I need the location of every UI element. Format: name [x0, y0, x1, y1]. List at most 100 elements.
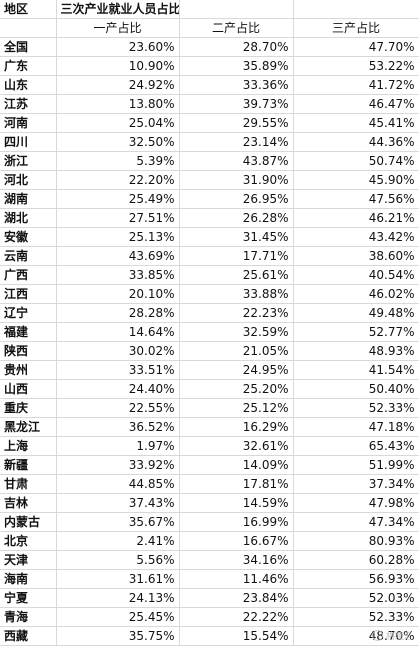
- region-cell: 福建: [0, 322, 57, 342]
- primary-share-cell: 28.28%: [56, 303, 180, 323]
- table-row: 广西 33.85% 25.61% 40.54%: [0, 265, 419, 285]
- primary-share-cell: 33.85%: [56, 265, 180, 285]
- region-cell: 西藏: [0, 626, 57, 646]
- region-cell: 新疆: [0, 455, 57, 475]
- secondary-share-cell: 25.61%: [179, 265, 294, 285]
- table-row: 安徽 25.13% 31.45% 43.42%: [0, 227, 419, 247]
- primary-share-cell: 10.90%: [56, 56, 180, 76]
- table-row: 贵州 33.51% 24.95% 41.54%: [0, 360, 419, 380]
- region-cell: 宁夏: [0, 588, 57, 608]
- table-row: 浙江 5.39% 43.87% 50.74%: [0, 151, 419, 171]
- table-row: 山东 24.92% 33.36% 41.72%: [0, 75, 419, 95]
- tertiary-share-cell: 45.41%: [293, 113, 419, 133]
- primary-share-cell: 25.13%: [56, 227, 180, 247]
- tertiary-share-cell: 52.33%: [293, 398, 419, 418]
- secondary-share-cell: 28.70%: [179, 37, 294, 57]
- primary-share-cell: 24.92%: [56, 75, 180, 95]
- header-region-cell: 地区: [0, 0, 57, 19]
- tertiary-share-cell: 38.60%: [293, 246, 419, 266]
- tertiary-share-cell: 47.98%: [293, 493, 419, 513]
- primary-share-cell: 23.60%: [56, 37, 180, 57]
- primary-share-cell: 33.51%: [56, 360, 180, 380]
- tertiary-share-cell: 41.54%: [293, 360, 419, 380]
- tertiary-share-cell: 47.34%: [293, 512, 419, 532]
- region-cell: 辽宁: [0, 303, 57, 323]
- tertiary-share-cell: 48.70%: [293, 626, 419, 646]
- table-row: 黑龙江 36.52% 16.29% 47.18%: [0, 417, 419, 437]
- table-row: 新疆 33.92% 14.09% 51.99%: [0, 455, 419, 475]
- column-header-row: 一产占比 二产占比 三产占比: [0, 18, 419, 38]
- region-cell: 陕西: [0, 341, 57, 361]
- region-cell: 浙江: [0, 151, 57, 171]
- secondary-share-cell: 31.90%: [179, 170, 294, 190]
- watermark: 格隆汇: [371, 629, 413, 642]
- primary-share-cell: 36.52%: [56, 417, 180, 437]
- primary-share-cell: 25.45%: [56, 607, 180, 627]
- tertiary-share-cell: 52.33%: [293, 607, 419, 627]
- primary-share-cell: 14.64%: [56, 322, 180, 342]
- region-cell: 海南: [0, 569, 57, 589]
- tertiary-share-cell: 51.99%: [293, 455, 419, 475]
- region-cell: 北京: [0, 531, 57, 551]
- tertiary-share-cell: 52.77%: [293, 322, 419, 342]
- table-row: 宁夏 24.13% 23.84% 52.03%: [0, 588, 419, 608]
- secondary-share-cell: 24.95%: [179, 360, 294, 380]
- watermark-text: 格隆汇: [385, 632, 413, 642]
- secondary-share-cell: 35.89%: [179, 56, 294, 76]
- primary-share-cell: 43.69%: [56, 246, 180, 266]
- secondary-share-cell: 17.81%: [179, 474, 294, 494]
- tertiary-share-cell: 37.34%: [293, 474, 419, 494]
- table-row: 海南 31.61% 11.46% 56.93%: [0, 569, 419, 589]
- tertiary-share-cell: 47.56%: [293, 189, 419, 209]
- watermark-logo-icon: [371, 630, 383, 641]
- secondary-share-cell: 21.05%: [179, 341, 294, 361]
- tertiary-share-cell: 44.36%: [293, 132, 419, 152]
- table-row: 四川 32.50% 23.14% 44.36%: [0, 132, 419, 152]
- table-row: 江苏 13.80% 39.73% 46.47%: [0, 94, 419, 114]
- table-row: 天津 5.56% 34.16% 60.28%: [0, 550, 419, 570]
- secondary-share-cell: 43.87%: [179, 151, 294, 171]
- region-cell: 江苏: [0, 94, 57, 114]
- secondary-share-cell: 11.46%: [179, 569, 294, 589]
- primary-share-cell: 33.92%: [56, 455, 180, 475]
- header-title-cell: 三次产业就业人员占比: [56, 0, 180, 19]
- table-row: 云南 43.69% 17.71% 38.60%: [0, 246, 419, 266]
- region-cell: 湖北: [0, 208, 57, 228]
- tertiary-share-cell: 45.90%: [293, 170, 419, 190]
- tertiary-share-cell: 46.02%: [293, 284, 419, 304]
- primary-share-cell: 30.02%: [56, 341, 180, 361]
- empty-cell: [0, 18, 57, 38]
- tertiary-share-cell: 49.48%: [293, 303, 419, 323]
- primary-share-cell: 25.49%: [56, 189, 180, 209]
- region-cell: 山西: [0, 379, 57, 399]
- title-row: 地区 三次产业就业人员占比: [0, 0, 419, 19]
- primary-share-cell: 24.40%: [56, 379, 180, 399]
- secondary-share-cell: 23.84%: [179, 588, 294, 608]
- table-row: 青海 25.45% 22.22% 52.33%: [0, 607, 419, 627]
- table-row: 陕西 30.02% 21.05% 48.93%: [0, 341, 419, 361]
- region-cell: 全国: [0, 37, 57, 57]
- primary-share-cell: 2.41%: [56, 531, 180, 551]
- col-primary-header: 一产占比: [56, 18, 180, 38]
- empty-cell: [293, 0, 419, 19]
- primary-share-cell: 24.13%: [56, 588, 180, 608]
- region-cell: 贵州: [0, 360, 57, 380]
- region-cell: 河北: [0, 170, 57, 190]
- primary-share-cell: 5.39%: [56, 151, 180, 171]
- table-row: 湖北 27.51% 26.28% 46.21%: [0, 208, 419, 228]
- secondary-share-cell: 16.67%: [179, 531, 294, 551]
- tertiary-share-cell: 50.74%: [293, 151, 419, 171]
- tertiary-share-cell: 65.43%: [293, 436, 419, 456]
- secondary-share-cell: 31.45%: [179, 227, 294, 247]
- secondary-share-cell: 33.88%: [179, 284, 294, 304]
- tertiary-share-cell: 40.54%: [293, 265, 419, 285]
- secondary-share-cell: 15.54%: [179, 626, 294, 646]
- secondary-share-cell: 33.36%: [179, 75, 294, 95]
- table-row: 湖南 25.49% 26.95% 47.56%: [0, 189, 419, 209]
- secondary-share-cell: 29.55%: [179, 113, 294, 133]
- secondary-share-cell: 23.14%: [179, 132, 294, 152]
- secondary-share-cell: 26.28%: [179, 208, 294, 228]
- region-cell: 广东: [0, 56, 57, 76]
- col-secondary-header: 二产占比: [179, 18, 294, 38]
